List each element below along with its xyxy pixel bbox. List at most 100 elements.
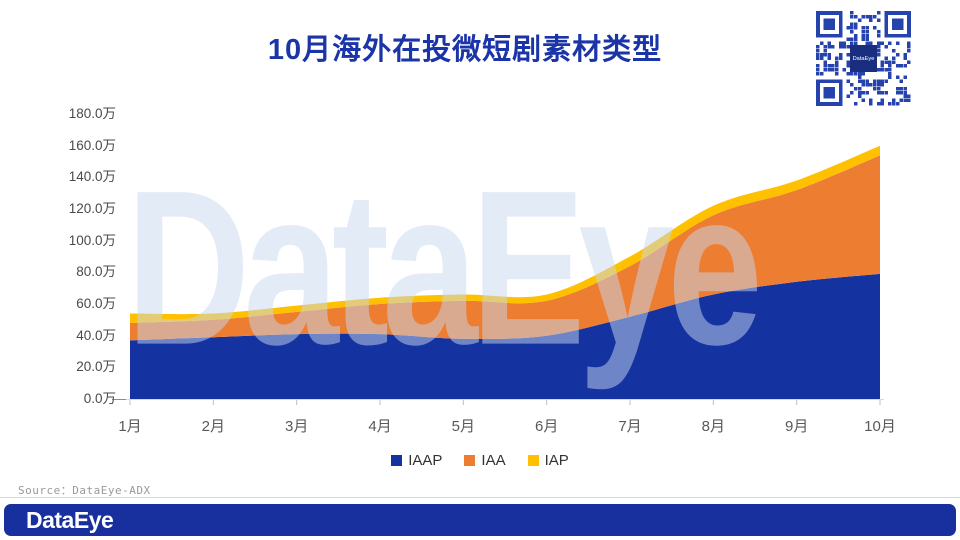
qr-module <box>831 68 835 72</box>
qr-module <box>816 56 820 61</box>
qr-module <box>838 52 843 57</box>
qr-module <box>854 33 858 38</box>
qr-module <box>850 26 854 30</box>
qr-module <box>865 90 869 95</box>
qr-module <box>846 94 850 99</box>
qr-module <box>850 90 854 95</box>
qr-module <box>854 102 858 106</box>
qr-module <box>895 87 900 91</box>
qr-module <box>880 41 885 45</box>
qr-module <box>854 26 858 30</box>
qr-module <box>816 64 820 68</box>
x-axis-label: 1月 <box>118 418 142 435</box>
y-axis-label: 60.0万 <box>76 296 116 311</box>
legend-swatch <box>464 455 476 466</box>
qr-module <box>816 45 820 49</box>
qr-module <box>819 71 824 76</box>
legend-item-iaa: IAA <box>464 452 506 469</box>
qr-module <box>884 56 888 61</box>
qr-module <box>888 60 892 64</box>
qr-module <box>827 45 831 49</box>
chart-legend: IAAP IAA IAP <box>0 452 960 469</box>
qr-module <box>876 102 881 106</box>
qr-module <box>892 56 896 61</box>
qr-module <box>850 14 854 19</box>
qr-center-logo: DataEye <box>853 56 875 62</box>
qr-module <box>861 71 866 76</box>
qr-module <box>903 75 907 80</box>
qr-module <box>907 41 911 45</box>
qr-module <box>876 52 881 57</box>
qr-module <box>899 79 904 83</box>
qr-module <box>816 68 820 72</box>
qr-module <box>888 102 892 106</box>
qr-module <box>892 98 896 102</box>
qr-module <box>884 79 888 83</box>
qr-code: DataEye <box>816 11 911 106</box>
qr-module <box>876 41 881 45</box>
qr-module <box>869 102 873 106</box>
qr-module <box>869 18 873 23</box>
qr-module <box>823 64 828 68</box>
qr-module <box>838 56 843 61</box>
area-series-iaap <box>130 273 880 399</box>
qr-module <box>903 90 907 95</box>
qr-module <box>907 94 911 99</box>
x-axis-label: 9月 <box>784 418 809 435</box>
qr-module <box>880 68 885 72</box>
qr-module <box>876 83 881 87</box>
qr-module <box>884 60 888 64</box>
qr-module <box>854 37 858 42</box>
qr-module <box>854 71 858 76</box>
qr-module <box>850 71 854 76</box>
y-axis-label: 180.0万 <box>68 106 116 121</box>
qr-module <box>899 90 904 95</box>
qr-module <box>857 87 862 91</box>
qr-module <box>835 68 839 72</box>
qr-module <box>846 79 850 83</box>
qr-module <box>892 102 896 106</box>
qr-module <box>842 68 847 72</box>
qr-module <box>873 14 877 19</box>
x-axis-label: 2月 <box>201 418 225 435</box>
qr-module <box>865 30 869 34</box>
x-axis-label: 10月 <box>864 418 896 435</box>
qr-module <box>865 83 869 87</box>
qr-module <box>861 90 866 95</box>
qr-module <box>850 30 854 34</box>
x-axis-label: 6月 <box>534 418 559 435</box>
qr-module <box>876 30 881 34</box>
qr-module <box>835 56 839 61</box>
legend-label: IAP <box>544 452 569 469</box>
qr-module <box>869 41 873 45</box>
legend-label: IAAP <box>408 452 443 469</box>
y-axis-label: 20.0万 <box>76 359 116 375</box>
qr-module <box>854 14 858 19</box>
qr-module <box>854 41 858 45</box>
qr-module <box>876 11 881 15</box>
qr-module <box>865 14 869 19</box>
qr-module <box>869 83 873 87</box>
qr-module <box>895 52 900 57</box>
y-axis-label: 100.0万 <box>68 232 116 248</box>
qr-module <box>880 79 885 83</box>
qr-module <box>869 14 873 19</box>
qr-module <box>827 41 831 45</box>
qr-module <box>857 18 862 23</box>
qr-module <box>857 90 862 95</box>
qr-module <box>903 52 907 57</box>
x-axis-label: 3月 <box>284 418 309 435</box>
qr-module <box>873 79 877 83</box>
qr-module <box>895 90 900 95</box>
qr-module <box>846 52 850 57</box>
qr-module <box>884 45 888 49</box>
qr-module <box>880 102 885 106</box>
qr-module <box>895 102 900 106</box>
qr-module <box>899 64 904 68</box>
qr-module <box>880 90 885 95</box>
x-axis-label: 4月 <box>368 418 392 435</box>
qr-module <box>835 71 839 76</box>
qr-module <box>892 60 896 64</box>
x-axis-label: 5月 <box>451 418 475 435</box>
